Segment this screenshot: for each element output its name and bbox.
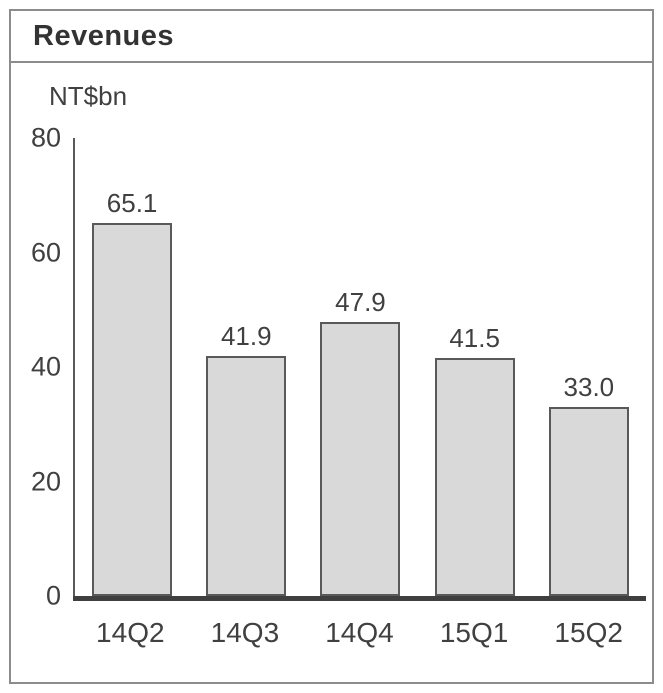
bar-slot: 65.1 <box>86 138 178 596</box>
bar <box>434 358 515 596</box>
x-axis-baseline <box>73 596 646 601</box>
bar-value-label: 65.1 <box>106 188 158 219</box>
bar <box>92 223 173 596</box>
y-tick-label: 40 <box>30 351 61 382</box>
revenues-chart-card: Revenues NT$bn 0 20 40 60 80 65.1 41.9 47.9 41.… <box>9 9 654 684</box>
y-tick-label: 20 <box>30 466 61 496</box>
x-axis-labels: 14Q2 14Q3 14Q4 15Q1 15Q2 <box>73 617 646 649</box>
bar-slot: 41.9 <box>200 138 292 596</box>
bar-slot: 33.0 <box>543 138 635 596</box>
x-axis-category-label: 15Q1 <box>439 617 509 648</box>
y-axis: 0 20 40 60 80 <box>15 123 73 611</box>
chart-title: Revenues <box>33 19 175 52</box>
x-axis-category-label: 14Q3 <box>210 617 280 648</box>
bar-value-label: 47.9 <box>335 286 386 317</box>
y-tick-label: 0 <box>45 580 61 611</box>
x-axis-category-label: 15Q2 <box>554 617 623 648</box>
plot-area: 65.1 41.9 47.9 41.5 33.0 <box>73 138 646 596</box>
y-tick-label: 60 <box>30 237 61 267</box>
bar-value-label: 41.9 <box>220 321 272 352</box>
bar <box>320 321 401 596</box>
chart-title-bar: Revenues <box>11 11 652 63</box>
bar-value-label: 33.0 <box>563 372 615 403</box>
bar-slot: 47.9 <box>314 138 406 596</box>
x-axis-category-label: 14Q4 <box>325 617 394 648</box>
y-axis-unit-label: NT$bn <box>49 81 128 111</box>
chart-body: NT$bn 0 20 40 60 80 65.1 41.9 47.9 41.5 33.0 14Q… <box>11 81 652 649</box>
bar <box>548 407 629 596</box>
plot-wrap: 65.1 41.9 47.9 41.5 33.0 14Q2 14Q3 14Q4 15Q1 15Q… <box>73 138 646 649</box>
x-axis-category-label: 14Q2 <box>96 617 165 648</box>
bar-value-label: 41.5 <box>449 323 500 354</box>
bar-slot: 41.5 <box>429 138 521 596</box>
plot-row: 0 20 40 60 80 65.1 41.9 47.9 41.5 33.0 14Q2 14Q3 1… <box>15 123 646 649</box>
bar <box>206 356 287 596</box>
y-tick-label: 80 <box>30 122 61 153</box>
